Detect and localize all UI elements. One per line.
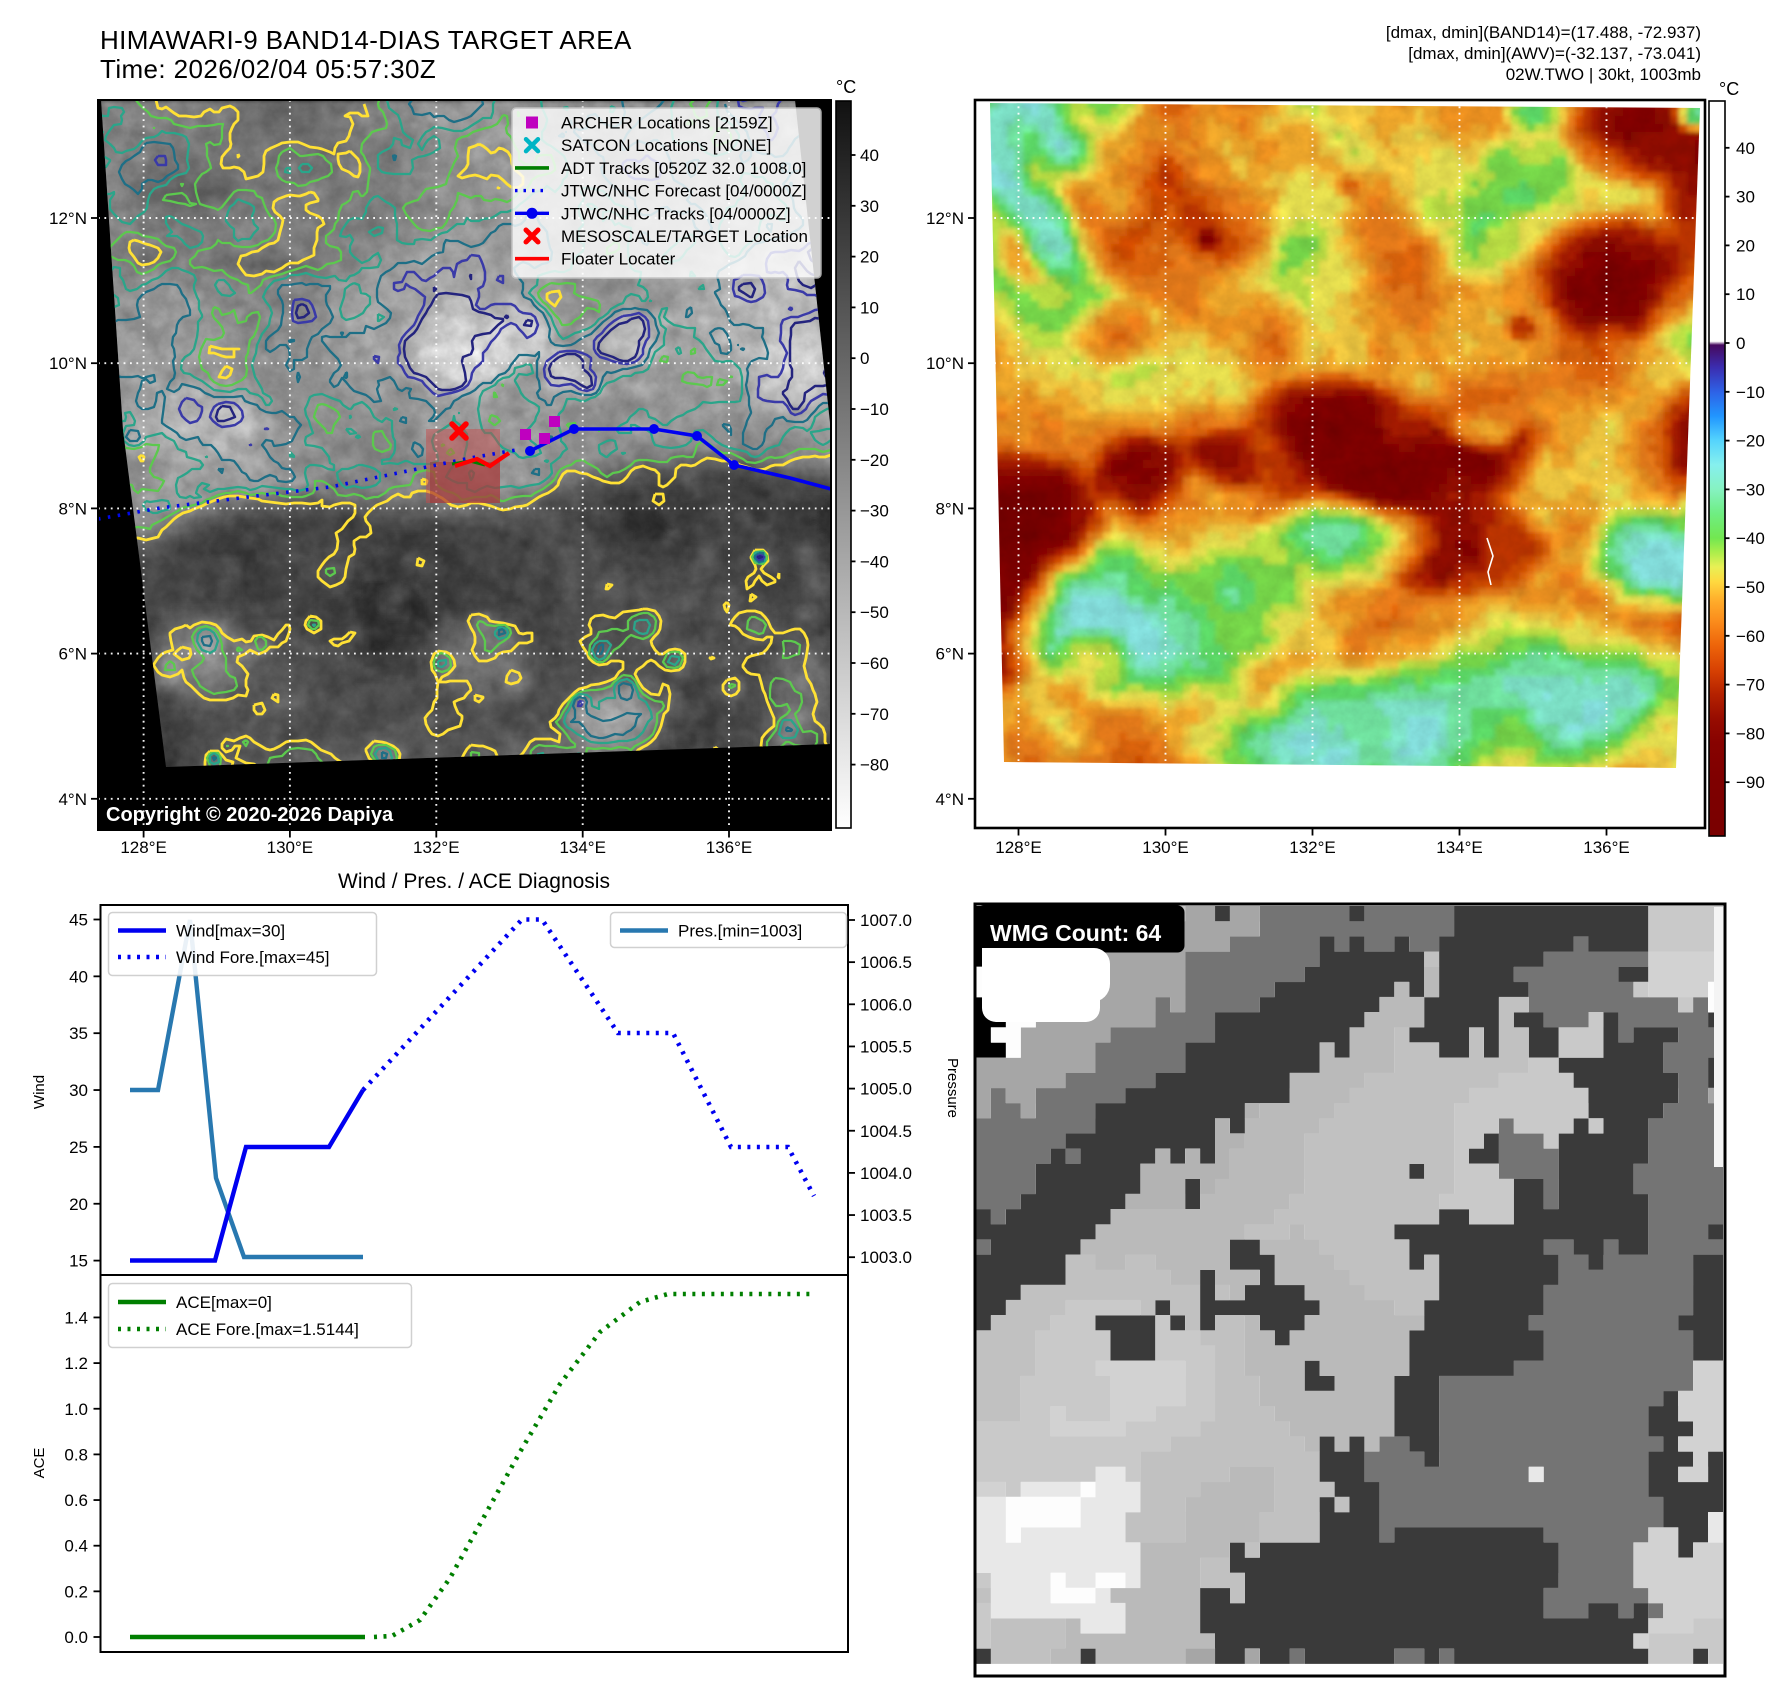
svg-text:1.0: 1.0: [64, 1400, 88, 1419]
svg-text:0.2: 0.2: [64, 1582, 88, 1601]
svg-text:134°E: 134°E: [1436, 838, 1483, 857]
svg-text:−30: −30: [860, 502, 889, 521]
svg-text:−10: −10: [860, 400, 889, 419]
svg-text:1006.0: 1006.0: [860, 995, 912, 1014]
svg-text:1005.5: 1005.5: [860, 1037, 912, 1056]
svg-text:1.4: 1.4: [64, 1308, 88, 1327]
svg-text:1.2: 1.2: [64, 1354, 88, 1373]
svg-text:[dmax, dmin](AWV)=(-32.137, -7: [dmax, dmin](AWV)=(-32.137, -73.041): [1408, 44, 1701, 63]
svg-text:MESOSCALE/TARGET Location: MESOSCALE/TARGET Location: [561, 227, 808, 246]
svg-text:1005.0: 1005.0: [860, 1080, 912, 1099]
svg-text:−80: −80: [860, 756, 889, 775]
svg-text:SATCON Locations [NONE]: SATCON Locations [NONE]: [561, 136, 771, 155]
svg-text:134°E: 134°E: [559, 838, 606, 857]
svg-text:−80: −80: [1736, 724, 1765, 743]
svg-text:Wind[max=30]: Wind[max=30]: [176, 922, 285, 941]
svg-text:ACE[max=0]: ACE[max=0]: [176, 1293, 272, 1312]
svg-text:132°E: 132°E: [1289, 838, 1336, 857]
svg-text:−30: −30: [1736, 480, 1765, 499]
svg-text:−60: −60: [860, 654, 889, 673]
svg-text:132°E: 132°E: [413, 838, 460, 857]
svg-text:−90: −90: [1736, 773, 1765, 792]
svg-text:−70: −70: [1736, 676, 1765, 695]
svg-text:Pressure: Pressure: [944, 1058, 961, 1118]
svg-text:40: 40: [1736, 139, 1755, 158]
svg-text:8°N: 8°N: [58, 499, 87, 518]
svg-text:1004.5: 1004.5: [860, 1122, 912, 1141]
svg-text:136°E: 136°E: [1583, 838, 1630, 857]
svg-text:12°N: 12°N: [49, 209, 87, 228]
svg-text:ACE Fore.[max=1.5144]: ACE Fore.[max=1.5144]: [176, 1320, 359, 1339]
svg-text:10°N: 10°N: [49, 354, 87, 373]
svg-text:0.0: 0.0: [64, 1628, 88, 1647]
svg-text:Wind / Pres. / ACE Diagnosis: Wind / Pres. / ACE Diagnosis: [338, 870, 610, 893]
svg-text:HIMAWARI-9 BAND14-DIAS TARGET: HIMAWARI-9 BAND14-DIAS TARGET AREA: [100, 25, 632, 55]
svg-text:40: 40: [69, 967, 88, 986]
svg-text:WMG Count: 64: WMG Count: 64: [990, 920, 1161, 946]
svg-text:0.6: 0.6: [64, 1491, 88, 1510]
svg-text:30: 30: [1736, 188, 1755, 207]
svg-text:35: 35: [69, 1024, 88, 1043]
svg-text:0.4: 0.4: [64, 1537, 88, 1556]
svg-text:45: 45: [69, 911, 88, 930]
svg-text:1004.0: 1004.0: [860, 1164, 912, 1183]
svg-text:136°E: 136°E: [706, 838, 753, 857]
svg-text:Time: 2026/02/04 05:57:30Z: Time: 2026/02/04 05:57:30Z: [100, 54, 436, 84]
svg-text:130°E: 130°E: [1142, 838, 1189, 857]
svg-text:Copyright © 2020-2026 Dapiya: Copyright © 2020-2026 Dapiya: [106, 804, 394, 826]
svg-text:1003.5: 1003.5: [860, 1206, 912, 1225]
svg-text:25: 25: [69, 1138, 88, 1157]
svg-text:Pres.[min=1003]: Pres.[min=1003]: [678, 922, 802, 941]
svg-text:[dmax, dmin](BAND14)=(17.488,: [dmax, dmin](BAND14)=(17.488, -72.937): [1386, 23, 1701, 42]
svg-text:0: 0: [860, 349, 869, 368]
svg-text:30: 30: [860, 197, 879, 216]
svg-text:20: 20: [69, 1195, 88, 1214]
svg-text:12°N: 12°N: [926, 209, 964, 228]
svg-text:°C: °C: [836, 77, 856, 97]
svg-text:Wind Fore.[max=45]: Wind Fore.[max=45]: [176, 948, 330, 967]
svg-text:−40: −40: [1736, 529, 1765, 548]
svg-text:10: 10: [860, 298, 879, 317]
svg-text:ADT Tracks [0520Z 32.0 1008.0]: ADT Tracks [0520Z 32.0 1008.0]: [561, 159, 806, 178]
svg-text:30: 30: [69, 1081, 88, 1100]
svg-text:−50: −50: [860, 603, 889, 622]
svg-text:−50: −50: [1736, 578, 1765, 597]
svg-text:ARCHER Locations [2159Z]: ARCHER Locations [2159Z]: [561, 114, 773, 133]
svg-text:4°N: 4°N: [58, 790, 87, 809]
svg-text:128°E: 128°E: [120, 838, 167, 857]
svg-text:Floater Locater: Floater Locater: [561, 250, 676, 269]
svg-text:8°N: 8°N: [935, 499, 964, 518]
svg-text:−70: −70: [860, 705, 889, 724]
svg-text:−60: −60: [1736, 627, 1765, 646]
svg-text:128°E: 128°E: [995, 838, 1042, 857]
svg-text:0.8: 0.8: [64, 1445, 88, 1464]
svg-text:20: 20: [860, 248, 879, 267]
svg-text:0: 0: [1736, 334, 1745, 353]
svg-text:15: 15: [69, 1252, 88, 1271]
svg-text:10°N: 10°N: [926, 354, 964, 373]
svg-text:−40: −40: [860, 552, 889, 571]
svg-text:ACE: ACE: [31, 1448, 48, 1479]
svg-text:JTWC/NHC Forecast [04/0000Z]: JTWC/NHC Forecast [04/0000Z]: [561, 182, 807, 201]
svg-text:1007.0: 1007.0: [860, 911, 912, 930]
svg-text:4°N: 4°N: [935, 790, 964, 809]
svg-text:°C: °C: [1719, 79, 1739, 99]
svg-text:20: 20: [1736, 236, 1755, 255]
svg-text:02W.TWO | 30kt, 1003mb: 02W.TWO | 30kt, 1003mb: [1506, 65, 1701, 84]
svg-text:6°N: 6°N: [935, 645, 964, 664]
svg-text:1003.0: 1003.0: [860, 1248, 912, 1267]
svg-text:Wind: Wind: [31, 1075, 48, 1109]
svg-text:130°E: 130°E: [267, 838, 314, 857]
svg-text:10: 10: [1736, 285, 1755, 304]
svg-text:1006.5: 1006.5: [860, 953, 912, 972]
svg-text:40: 40: [860, 146, 879, 165]
svg-text:−20: −20: [860, 451, 889, 470]
svg-text:−20: −20: [1736, 432, 1765, 451]
svg-text:JTWC/NHC Tracks [04/0000Z]: JTWC/NHC Tracks [04/0000Z]: [561, 204, 791, 223]
svg-text:6°N: 6°N: [58, 645, 87, 664]
svg-text:−10: −10: [1736, 383, 1765, 402]
